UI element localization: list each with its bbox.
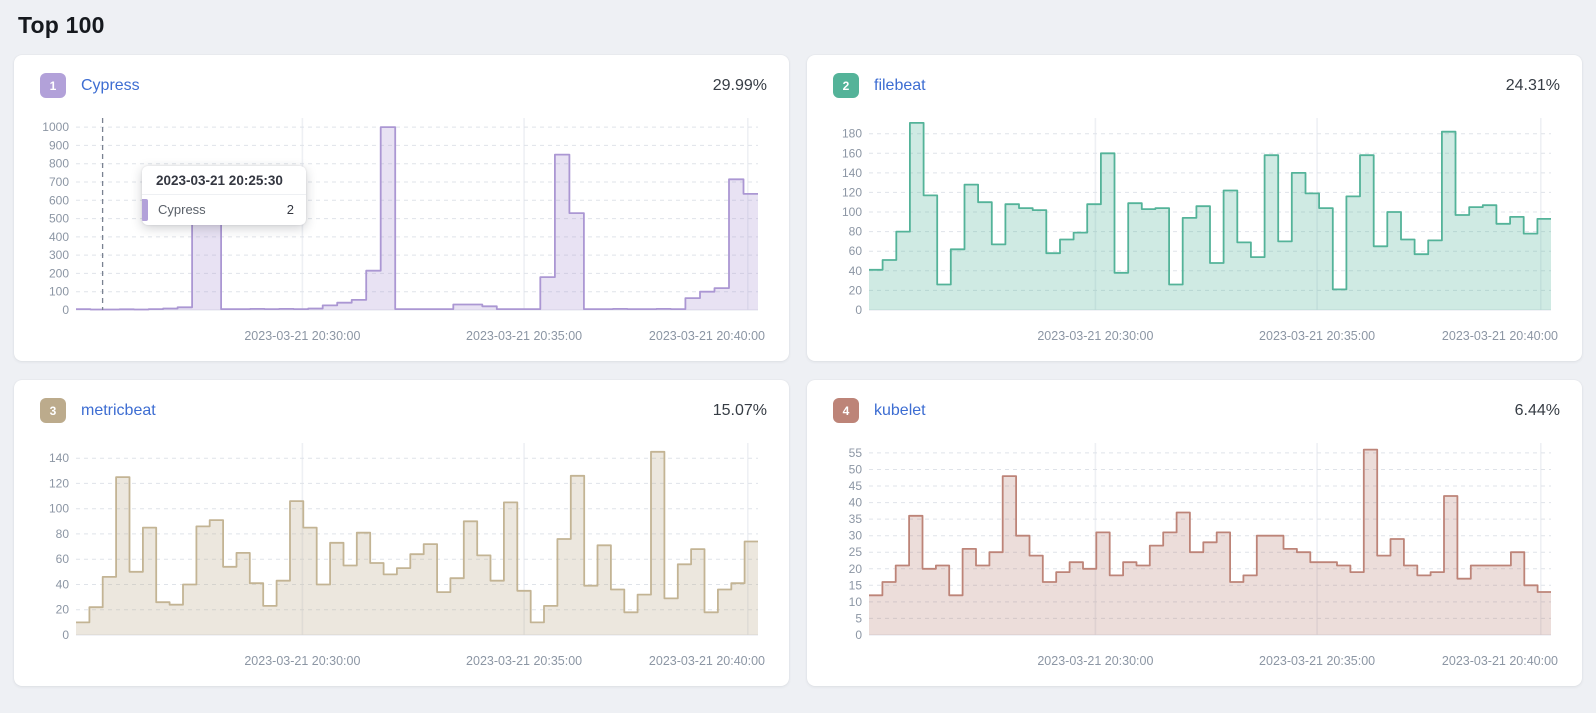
percentage-value: 24.31% bbox=[1505, 76, 1560, 94]
card-kubelet: 4 kubelet 6.44% 0 5 10 15 20 25 30 35 40 45 50 55 20… bbox=[807, 380, 1582, 686]
svg-text:0: 0 bbox=[62, 628, 69, 642]
card-header: 3 metricbeat 15.07% bbox=[32, 398, 767, 423]
tooltip-series-row: Cypress 2 bbox=[142, 195, 306, 225]
svg-text:80: 80 bbox=[849, 225, 863, 239]
svg-text:0: 0 bbox=[855, 628, 862, 642]
svg-text:2023-03-21 20:35:00: 2023-03-21 20:35:00 bbox=[1259, 654, 1375, 668]
percentage-value: 15.07% bbox=[712, 401, 767, 419]
svg-text:15: 15 bbox=[849, 578, 863, 592]
card-metricbeat: 3 metricbeat 15.07% 0 20 40 60 80 100 120 140 20… bbox=[14, 380, 789, 686]
rank-badge: 2 bbox=[833, 73, 859, 98]
svg-text:40: 40 bbox=[56, 578, 70, 592]
card-cypress: 1 Cypress 29.99% 0 100 200 300 400 500 600 700 8… bbox=[14, 55, 789, 361]
svg-text:2023-03-21 20:30:00: 2023-03-21 20:30:00 bbox=[244, 654, 360, 668]
chart-area[interactable]: 0 5 10 15 20 25 30 35 40 45 50 55 2023-03-21 20:30:0… bbox=[825, 431, 1560, 671]
svg-text:40: 40 bbox=[849, 264, 863, 278]
svg-text:700: 700 bbox=[49, 175, 69, 189]
svg-text:2023-03-21 20:30:00: 2023-03-21 20:30:00 bbox=[1037, 329, 1153, 343]
chart-tooltip: 2023-03-21 20:25:30 Cypress 2 bbox=[142, 166, 306, 225]
series-name-link[interactable]: metricbeat bbox=[81, 401, 156, 419]
svg-text:2023-03-21 20:30:00: 2023-03-21 20:30:00 bbox=[1037, 654, 1153, 668]
svg-text:300: 300 bbox=[49, 248, 69, 262]
svg-text:2023-03-21 20:35:00: 2023-03-21 20:35:00 bbox=[466, 329, 582, 343]
svg-text:180: 180 bbox=[842, 127, 862, 141]
svg-text:20: 20 bbox=[849, 283, 863, 297]
svg-text:2023-03-21 20:35:00: 2023-03-21 20:35:00 bbox=[1259, 329, 1375, 343]
svg-text:160: 160 bbox=[842, 146, 862, 160]
series-swatch bbox=[142, 199, 148, 221]
svg-text:10: 10 bbox=[849, 595, 863, 609]
svg-text:140: 140 bbox=[49, 451, 69, 465]
svg-text:80: 80 bbox=[56, 527, 70, 541]
card-header: 4 kubelet 6.44% bbox=[825, 398, 1560, 423]
svg-text:2023-03-21 20:40:00: 2023-03-21 20:40:00 bbox=[649, 654, 765, 668]
svg-text:200: 200 bbox=[49, 266, 69, 280]
svg-text:100: 100 bbox=[49, 502, 69, 516]
series-name-link[interactable]: kubelet bbox=[874, 401, 926, 419]
svg-text:1000: 1000 bbox=[42, 120, 69, 134]
percentage-value: 29.99% bbox=[712, 76, 767, 94]
area-chart[interactable]: 0 20 40 60 80 100 120 140 2023-03-21 20:30:00 202… bbox=[32, 431, 767, 671]
svg-text:55: 55 bbox=[849, 446, 863, 460]
tooltip-timestamp: 2023-03-21 20:25:30 bbox=[142, 166, 306, 195]
area-chart[interactable]: 0 100 200 300 400 500 600 700 800 900 1000 2023-03-… bbox=[32, 106, 767, 346]
svg-text:2023-03-21 20:35:00: 2023-03-21 20:35:00 bbox=[466, 654, 582, 668]
rank-badge: 4 bbox=[833, 398, 859, 423]
svg-text:120: 120 bbox=[49, 476, 69, 490]
svg-text:2023-03-21 20:40:00: 2023-03-21 20:40:00 bbox=[1442, 329, 1558, 343]
svg-text:45: 45 bbox=[849, 479, 863, 493]
svg-text:20: 20 bbox=[849, 562, 863, 576]
svg-text:400: 400 bbox=[49, 230, 69, 244]
svg-text:800: 800 bbox=[49, 157, 69, 171]
chart-area[interactable]: 0 20 40 60 80 100 120 140 2023-03-21 20:30:00 202… bbox=[32, 431, 767, 671]
svg-text:60: 60 bbox=[56, 552, 70, 566]
area-chart[interactable]: 0 20 40 60 80 100 120 140 160 180 2023-03-21 20:30… bbox=[825, 106, 1560, 346]
tooltip-series-label: Cypress bbox=[158, 202, 206, 217]
svg-text:30: 30 bbox=[849, 529, 863, 543]
chart-area[interactable]: 0 100 200 300 400 500 600 700 800 900 1000 2023-03-… bbox=[32, 106, 767, 346]
svg-text:25: 25 bbox=[849, 545, 863, 559]
card-filebeat: 2 filebeat 24.31% 0 20 40 60 80 100 120 140 160 1… bbox=[807, 55, 1582, 361]
svg-text:35: 35 bbox=[849, 512, 863, 526]
page-title: Top 100 bbox=[18, 12, 105, 38]
rank-badge: 1 bbox=[40, 73, 66, 98]
svg-text:100: 100 bbox=[49, 285, 69, 299]
series-name-link[interactable]: filebeat bbox=[874, 76, 926, 94]
svg-text:5: 5 bbox=[855, 611, 862, 625]
svg-text:50: 50 bbox=[849, 463, 863, 477]
svg-text:2023-03-21 20:30:00: 2023-03-21 20:30:00 bbox=[244, 329, 360, 343]
cards-grid: 1 Cypress 29.99% 0 100 200 300 400 500 600 700 8… bbox=[14, 55, 1582, 686]
card-header: 2 filebeat 24.31% bbox=[825, 73, 1560, 98]
svg-text:140: 140 bbox=[842, 166, 862, 180]
svg-text:900: 900 bbox=[49, 138, 69, 152]
svg-text:20: 20 bbox=[56, 603, 70, 617]
chart-area[interactable]: 0 20 40 60 80 100 120 140 160 180 2023-03-21 20:30… bbox=[825, 106, 1560, 346]
svg-text:0: 0 bbox=[855, 303, 862, 317]
series-name-link[interactable]: Cypress bbox=[81, 76, 140, 94]
card-header: 1 Cypress 29.99% bbox=[32, 73, 767, 98]
svg-text:600: 600 bbox=[49, 193, 69, 207]
svg-text:40: 40 bbox=[849, 496, 863, 510]
percentage-value: 6.44% bbox=[1514, 401, 1560, 419]
area-chart[interactable]: 0 5 10 15 20 25 30 35 40 45 50 55 2023-03-21 20:30:0… bbox=[825, 431, 1560, 671]
svg-text:500: 500 bbox=[49, 212, 69, 226]
svg-text:2023-03-21 20:40:00: 2023-03-21 20:40:00 bbox=[649, 329, 765, 343]
svg-text:0: 0 bbox=[62, 303, 69, 317]
svg-text:2023-03-21 20:40:00: 2023-03-21 20:40:00 bbox=[1442, 654, 1558, 668]
tooltip-series-value: 2 bbox=[286, 202, 294, 217]
svg-text:100: 100 bbox=[842, 205, 862, 219]
rank-badge: 3 bbox=[40, 398, 66, 423]
svg-text:120: 120 bbox=[842, 185, 862, 199]
svg-text:60: 60 bbox=[849, 244, 863, 258]
